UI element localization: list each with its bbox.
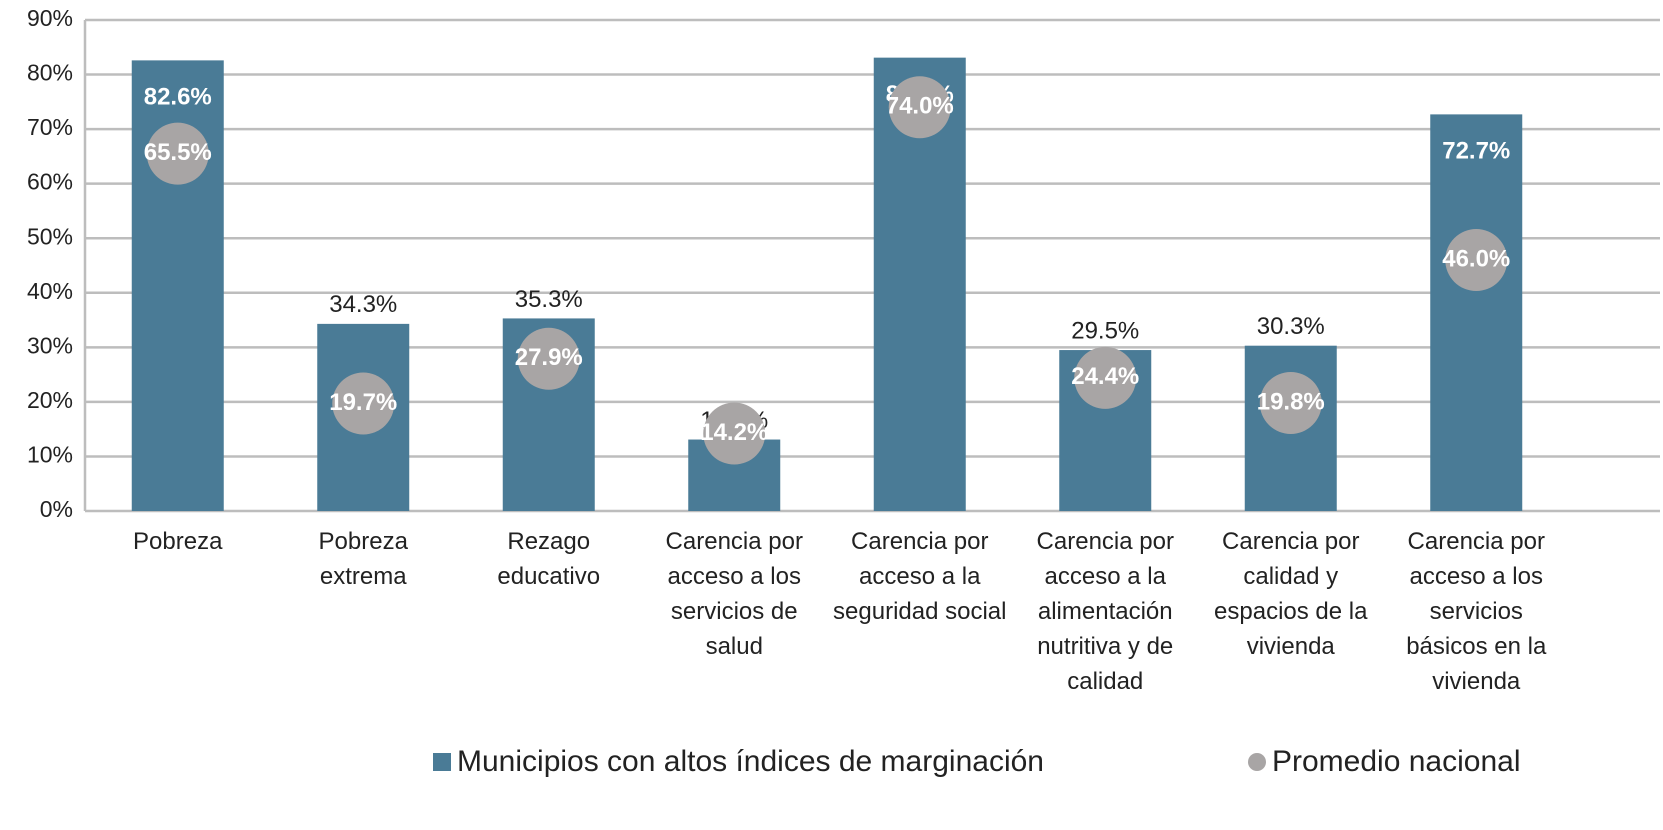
dot: [1074, 346, 1137, 409]
dot-value-label: 19.8%: [1257, 388, 1325, 415]
legend-swatch: [433, 753, 451, 771]
x-tick-line: Pobreza: [133, 528, 223, 555]
legend-label: Municipios con altos índices de marginac…: [457, 745, 1044, 778]
dot-value-label: 27.9%: [515, 344, 583, 371]
dot-value-label: 46.0%: [1442, 245, 1510, 272]
x-tick-line: extrema: [320, 563, 407, 590]
y-tick-label: 50%: [27, 223, 73, 249]
dot-value-label: 14.2%: [700, 419, 768, 446]
x-tick-line: espacios de la: [1214, 598, 1368, 625]
y-tick-label: 70%: [27, 114, 73, 140]
x-tick-line: acceso a la: [859, 563, 981, 590]
x-tick-label: Carencia por acceso a los servicios de salu…: [666, 528, 803, 660]
x-tick-line: salud: [706, 633, 763, 660]
dot-value-label: 19.7%: [329, 389, 397, 416]
x-tick-line: calidad y: [1243, 563, 1338, 590]
x-tick-line: acceso a la: [1045, 563, 1167, 590]
y-tick-label: 60%: [27, 169, 73, 195]
x-tick-line: educativo: [497, 563, 600, 590]
legend-swatch: [1248, 753, 1266, 771]
x-tick-line: Carencia por: [666, 528, 803, 555]
x-tick-line: acceso a los: [668, 563, 801, 590]
x-tick-line: Rezago: [507, 528, 590, 555]
x-tick-label: Pobreza: [133, 528, 223, 555]
x-tick-label: Carencia por acceso a los servicios básicos…: [1406, 528, 1547, 695]
y-tick-label: 40%: [27, 278, 73, 304]
x-tick-line: vivienda: [1247, 633, 1336, 660]
x-tick-line: Carencia por: [1408, 528, 1545, 555]
x-tick-line: alimentación: [1038, 598, 1173, 625]
dot: [146, 122, 209, 185]
dot: [1445, 229, 1508, 292]
x-tick-line: Carencia por: [851, 528, 988, 555]
dot-value-label: 24.4%: [1071, 363, 1139, 390]
y-tick-label: 0%: [40, 496, 73, 522]
x-tick-line: calidad: [1067, 668, 1143, 695]
x-tick-line: acceso a los: [1410, 563, 1543, 590]
bar-value-label: 35.3%: [515, 286, 583, 313]
bar-value-label: 82.6%: [144, 84, 212, 111]
dot: [517, 327, 580, 390]
y-tick-label: 10%: [27, 442, 73, 468]
y-tick-label: 90%: [27, 5, 73, 31]
dot-value-label: 65.5%: [144, 139, 212, 166]
bar-value-label: 34.3%: [329, 291, 397, 318]
x-tick-line: seguridad social: [833, 598, 1006, 625]
x-tick-label: Carencia por acceso a la alimentación nutri…: [1037, 528, 1174, 695]
dot: [332, 372, 395, 435]
bar-value-label: 30.3%: [1257, 313, 1325, 340]
bar: [1430, 114, 1523, 512]
legend-label: Promedio nacional: [1272, 745, 1520, 778]
x-tick-line: Carencia por: [1037, 528, 1174, 555]
x-tick-line: Carencia por: [1222, 528, 1359, 555]
x-tick-label: Rezago educativo: [497, 528, 600, 590]
dot: [1259, 371, 1322, 434]
x-tick-label: Carencia por calidad y espacios de la vivie…: [1214, 528, 1368, 660]
bar-value-label: 29.5%: [1071, 317, 1139, 344]
x-tick-line: servicios: [1430, 598, 1523, 625]
dot-value-label: 74.0%: [886, 93, 954, 120]
bar-value-label: 72.7%: [1442, 138, 1510, 165]
x-tick-line: básicos en la: [1406, 633, 1547, 660]
x-tick-label: Carencia por acceso a la seguridad social: [833, 528, 1006, 625]
y-tick-label: 20%: [27, 387, 73, 413]
dot: [703, 402, 766, 465]
x-tick-line: Pobreza: [319, 528, 409, 555]
dot: [888, 76, 951, 139]
y-tick-label: 80%: [27, 60, 73, 86]
x-tick-line: nutritiva y de: [1037, 633, 1173, 660]
x-tick-line: servicios de: [671, 598, 798, 625]
y-tick-label: 30%: [27, 332, 73, 358]
x-tick-line: vivienda: [1432, 668, 1521, 695]
x-tick-label: Pobreza extrema: [319, 528, 409, 590]
